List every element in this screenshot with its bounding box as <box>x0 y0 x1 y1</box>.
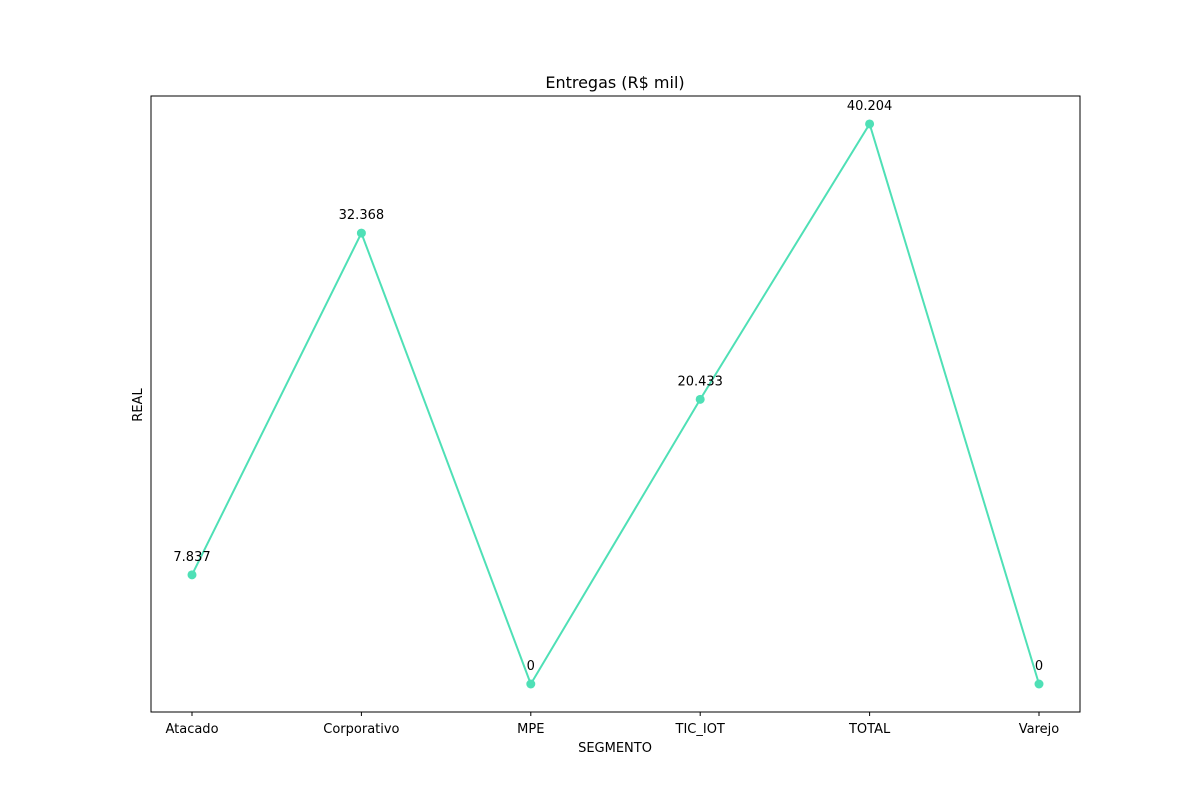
x-tick-label: Varejo <box>1019 722 1060 737</box>
x-axis-label: SEGMENTO <box>578 741 652 756</box>
data-point <box>356 228 366 238</box>
y-axis-label: REAL <box>131 388 146 422</box>
data-point <box>526 679 536 689</box>
x-tick-label: Atacado <box>165 722 218 737</box>
x-tick-label: TOTAL <box>848 722 891 737</box>
data-point <box>187 570 197 580</box>
x-tick-label: MPE <box>517 722 544 737</box>
data-label: 0 <box>1035 659 1043 674</box>
x-axis-ticks: Atacado Corporativo MPE TIC_IOT TOTAL Varejo <box>165 712 1059 737</box>
data-label: 0 <box>527 659 535 674</box>
series-line <box>191 122 1040 685</box>
data-label: 7.837 <box>173 550 210 565</box>
data-label: 32.368 <box>339 208 385 223</box>
x-tick-label: Corporativo <box>323 722 399 737</box>
data-point <box>1034 679 1044 689</box>
data-point <box>865 119 875 129</box>
plot-marks: 7.837 32.368 0 20.433 40.204 0 <box>173 99 1044 689</box>
chart-title: Entregas (R$ mil) <box>545 73 684 92</box>
x-tick-label: TIC_IOT <box>675 722 725 737</box>
data-point <box>695 394 705 404</box>
data-label: 20.433 <box>677 374 723 389</box>
data-label: 40.204 <box>847 99 893 114</box>
plot-frame <box>150 95 1081 713</box>
